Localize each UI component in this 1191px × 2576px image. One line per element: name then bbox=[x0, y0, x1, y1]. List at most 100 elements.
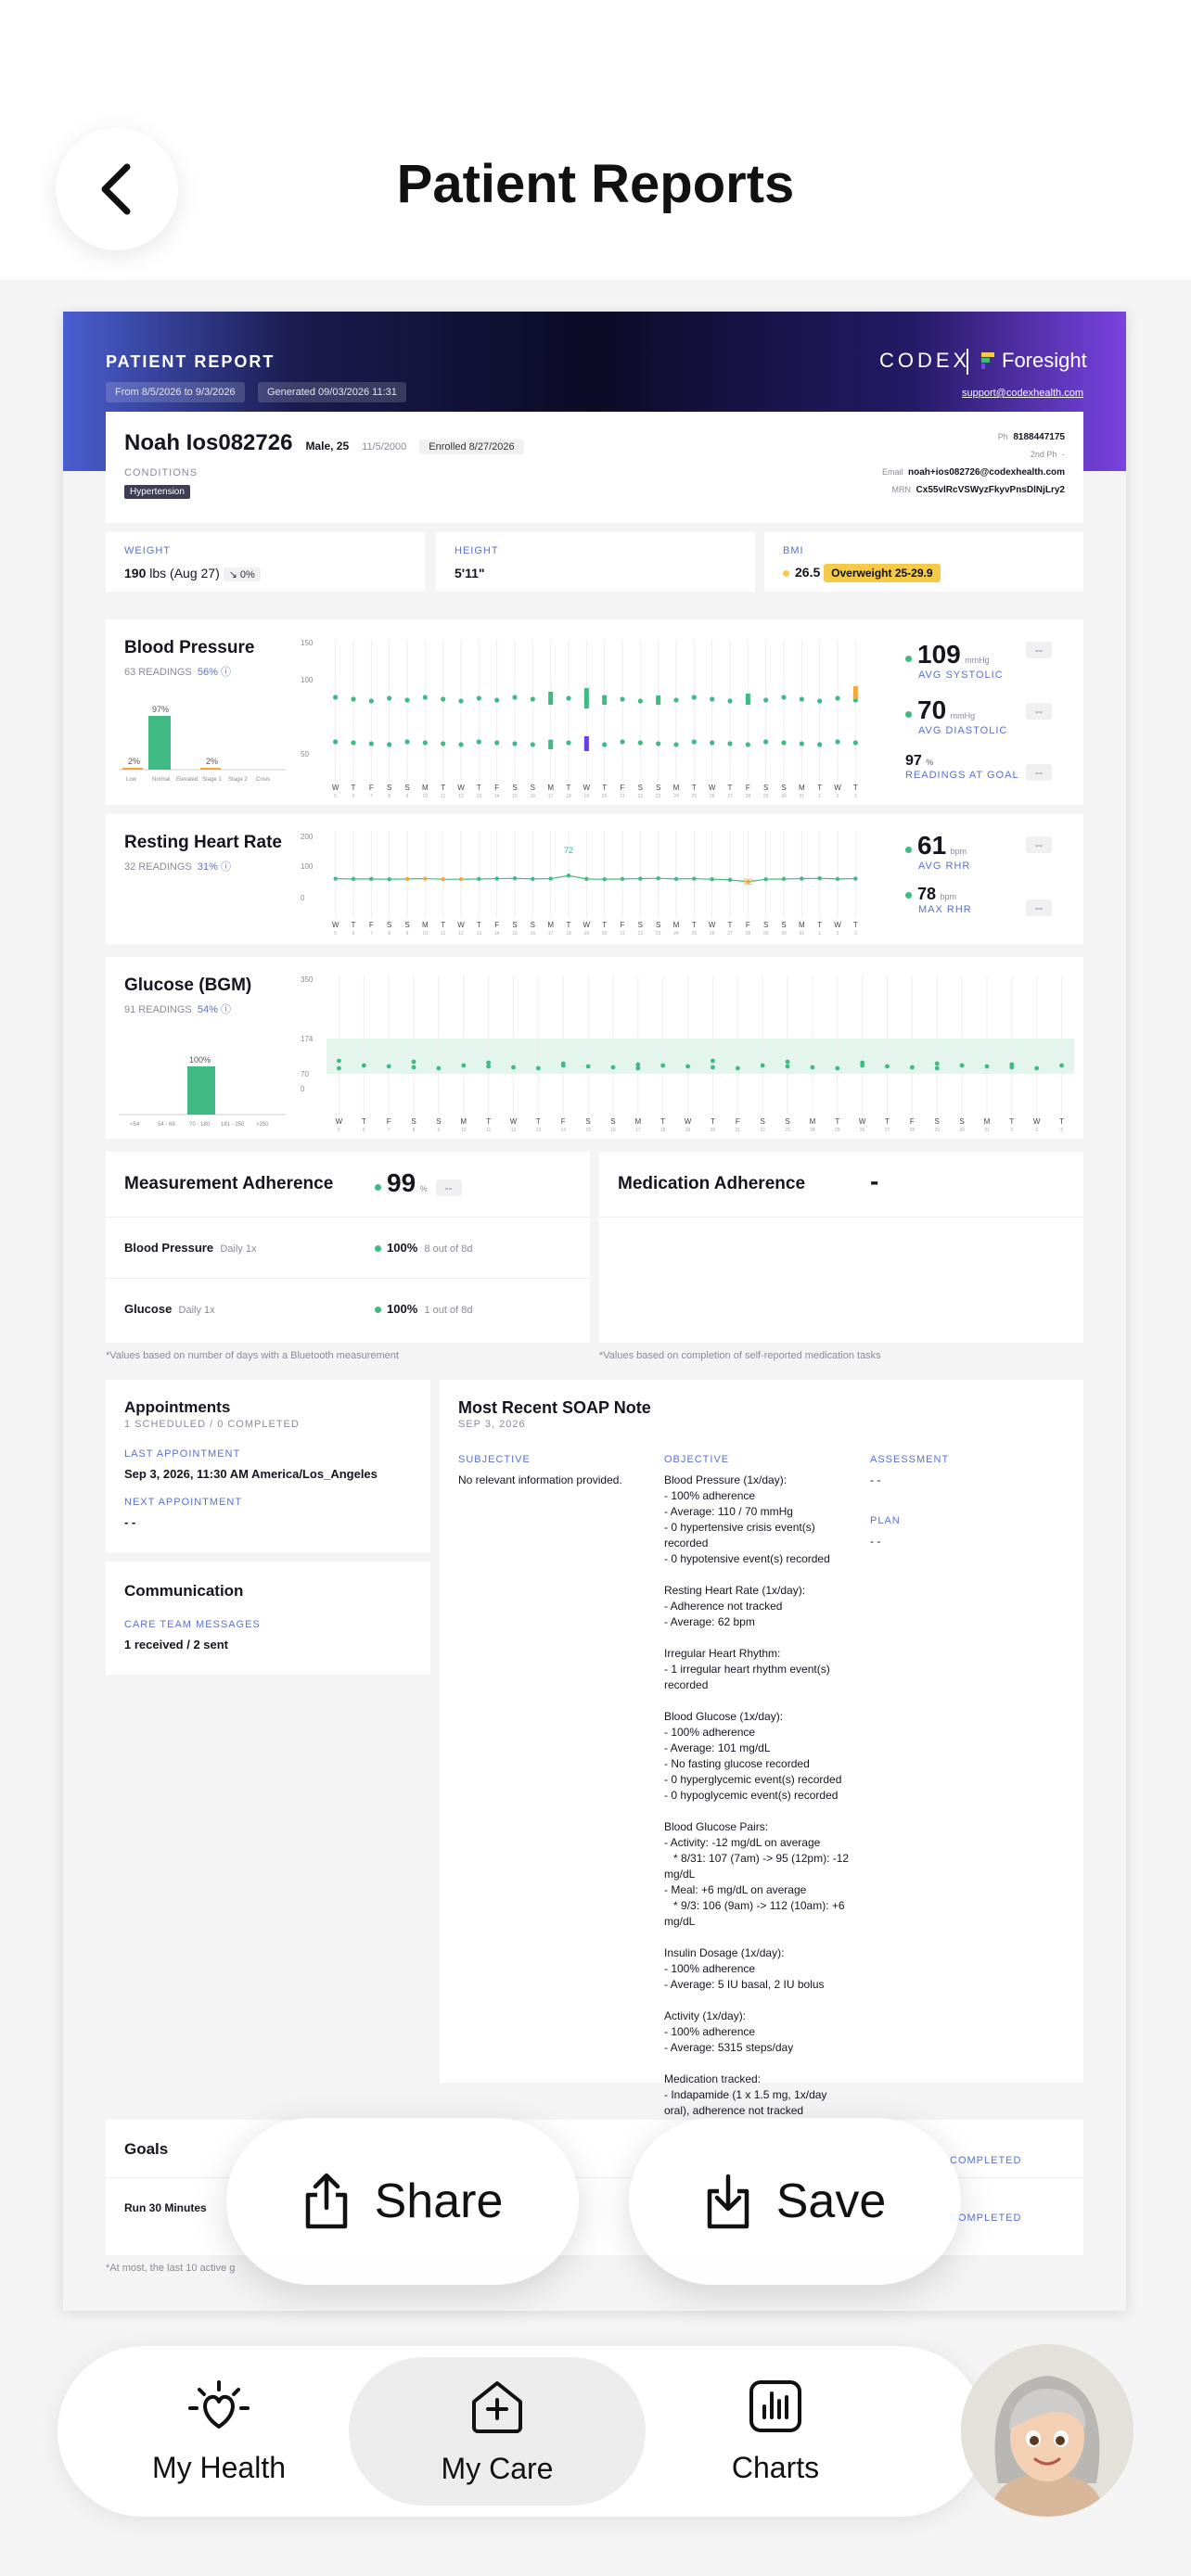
rhr-point bbox=[548, 876, 553, 881]
heart-rate-card: Resting Heart Rate 32 READINGS 31% ⓘ 200… bbox=[106, 814, 1083, 944]
back-button[interactable] bbox=[56, 128, 178, 250]
reading-range-bar bbox=[548, 692, 554, 705]
y-tick-label: 174 bbox=[301, 1035, 314, 1043]
day-label: T bbox=[853, 921, 858, 929]
systolic-point bbox=[351, 696, 356, 702]
day-number: 24 bbox=[673, 931, 679, 937]
reading-range-bar bbox=[548, 740, 554, 749]
y-tick-label: 150 bbox=[301, 639, 314, 647]
day-label: S bbox=[781, 921, 786, 929]
height-card: HEIGHT 5'11" bbox=[436, 532, 755, 592]
last-appointment-value: Sep 3, 2026, 11:30 AM America/Los_Angele… bbox=[124, 1467, 378, 1481]
glucose-point bbox=[760, 1063, 765, 1068]
codex-logo: CODEX bbox=[879, 349, 971, 372]
day-number: 9 bbox=[406, 931, 409, 937]
systolic-point bbox=[799, 696, 804, 702]
report-document[interactable]: PATIENT REPORT From 8/5/2026 to 9/3/2026… bbox=[63, 312, 1126, 2311]
glucose-point bbox=[486, 1064, 492, 1069]
rhr-point bbox=[531, 876, 535, 882]
day-number: 18 bbox=[660, 1128, 666, 1133]
day-number: 24 bbox=[810, 1128, 815, 1133]
weight-value: 190 bbox=[124, 566, 147, 580]
day-label: S bbox=[656, 921, 660, 929]
systolic-point bbox=[387, 695, 392, 701]
day-label: T bbox=[817, 784, 822, 792]
day-number: 26 bbox=[860, 1128, 865, 1133]
goals-title: Goals bbox=[124, 2140, 169, 2158]
day-number: 17 bbox=[548, 931, 554, 937]
day-label: S bbox=[610, 1117, 615, 1126]
day-number: 19 bbox=[584, 794, 590, 799]
day-label: F bbox=[369, 921, 374, 929]
day-number: 26 bbox=[710, 794, 715, 799]
phone-label: Ph bbox=[997, 432, 1008, 441]
day-label: M bbox=[810, 1117, 816, 1126]
glucose-point bbox=[885, 1064, 890, 1069]
diastolic-point bbox=[637, 740, 643, 746]
day-label: T bbox=[486, 1117, 491, 1126]
diastolic-point bbox=[351, 740, 356, 746]
glucose-point bbox=[337, 1065, 341, 1071]
day-number: 16 bbox=[531, 931, 536, 937]
day-label: S bbox=[656, 784, 660, 792]
day-number: 9 bbox=[406, 794, 409, 799]
tab-my-health[interactable]: My Health bbox=[70, 2357, 367, 2506]
day-number: 19 bbox=[584, 931, 590, 937]
rhr-point bbox=[835, 876, 840, 882]
day-number: 20 bbox=[602, 931, 608, 937]
share-button[interactable]: Share bbox=[226, 2118, 579, 2285]
day-number: 12 bbox=[511, 1128, 517, 1133]
glucose-dist-cat: >250 bbox=[256, 1122, 269, 1128]
diastolic-point bbox=[673, 742, 679, 747]
bp-dia-value: 70 bbox=[917, 695, 947, 724]
user-avatar[interactable] bbox=[961, 2344, 1133, 2517]
day-label: T bbox=[477, 784, 481, 792]
glucose-point bbox=[337, 1058, 341, 1064]
reading-range-bar bbox=[583, 736, 589, 751]
day-label: T bbox=[885, 1117, 890, 1126]
rhr-point bbox=[800, 876, 804, 881]
day-number: 28 bbox=[746, 794, 751, 799]
rhr-point bbox=[656, 876, 660, 881]
rhr-point bbox=[727, 877, 733, 883]
rhr-point bbox=[763, 877, 768, 882]
day-label: F bbox=[746, 784, 750, 792]
bp-dist-bar-low bbox=[122, 768, 143, 770]
day-label: S bbox=[585, 1117, 590, 1126]
bp-dist-bar-normal bbox=[148, 716, 171, 770]
adherence-row-name: Blood Pressure bbox=[124, 1241, 214, 1255]
rhr-point bbox=[584, 876, 589, 882]
day-number: 2 bbox=[837, 794, 839, 799]
day-label: S bbox=[638, 921, 643, 929]
glucose-card: Glucose (BGM) 91 READINGS 54% ⓘ 100% <54… bbox=[106, 957, 1083, 1139]
day-number: 28 bbox=[910, 1128, 916, 1133]
day-label: W bbox=[1033, 1117, 1041, 1126]
day-number: 6 bbox=[352, 931, 355, 937]
soap-date: SEP 3, 2026 bbox=[458, 1419, 526, 1430]
systolic-point bbox=[566, 695, 571, 701]
rhr-avg-value: 61 bbox=[917, 831, 947, 860]
day-label: M bbox=[422, 784, 429, 792]
tab-charts[interactable]: Charts bbox=[627, 2357, 924, 2506]
day-label: F bbox=[369, 784, 374, 792]
bp-timeline-chart: 15010050W5T6F7S8S9M10T11W12T13F14S15S16M… bbox=[301, 639, 858, 799]
glucose-dist-bar-inrange bbox=[187, 1066, 215, 1115]
tab-my-care[interactable]: My Care bbox=[349, 2357, 646, 2506]
bp-dia-dot bbox=[905, 711, 912, 719]
day-label: M bbox=[673, 921, 680, 929]
day-number: 14 bbox=[560, 1128, 566, 1133]
glucose-point bbox=[1059, 1063, 1064, 1068]
adherence-row-pct: 100% bbox=[387, 1302, 418, 1316]
next-appointment-value: - - bbox=[124, 1515, 136, 1529]
bp-dist-cat: Normal bbox=[152, 777, 170, 783]
day-number: 3 bbox=[854, 931, 857, 937]
day-number: 23 bbox=[785, 1128, 790, 1133]
day-label: W bbox=[457, 784, 465, 792]
day-number: 8 bbox=[413, 1128, 416, 1133]
support-link[interactable]: support@codexhealth.com bbox=[961, 388, 1083, 399]
bp-dist-cat: Crisis bbox=[256, 777, 270, 783]
mrn-label: MRN bbox=[891, 485, 911, 494]
save-button[interactable]: Save bbox=[629, 2118, 961, 2285]
rhr-avg-trend: -- bbox=[1026, 836, 1052, 853]
diastolic-point bbox=[512, 741, 518, 746]
